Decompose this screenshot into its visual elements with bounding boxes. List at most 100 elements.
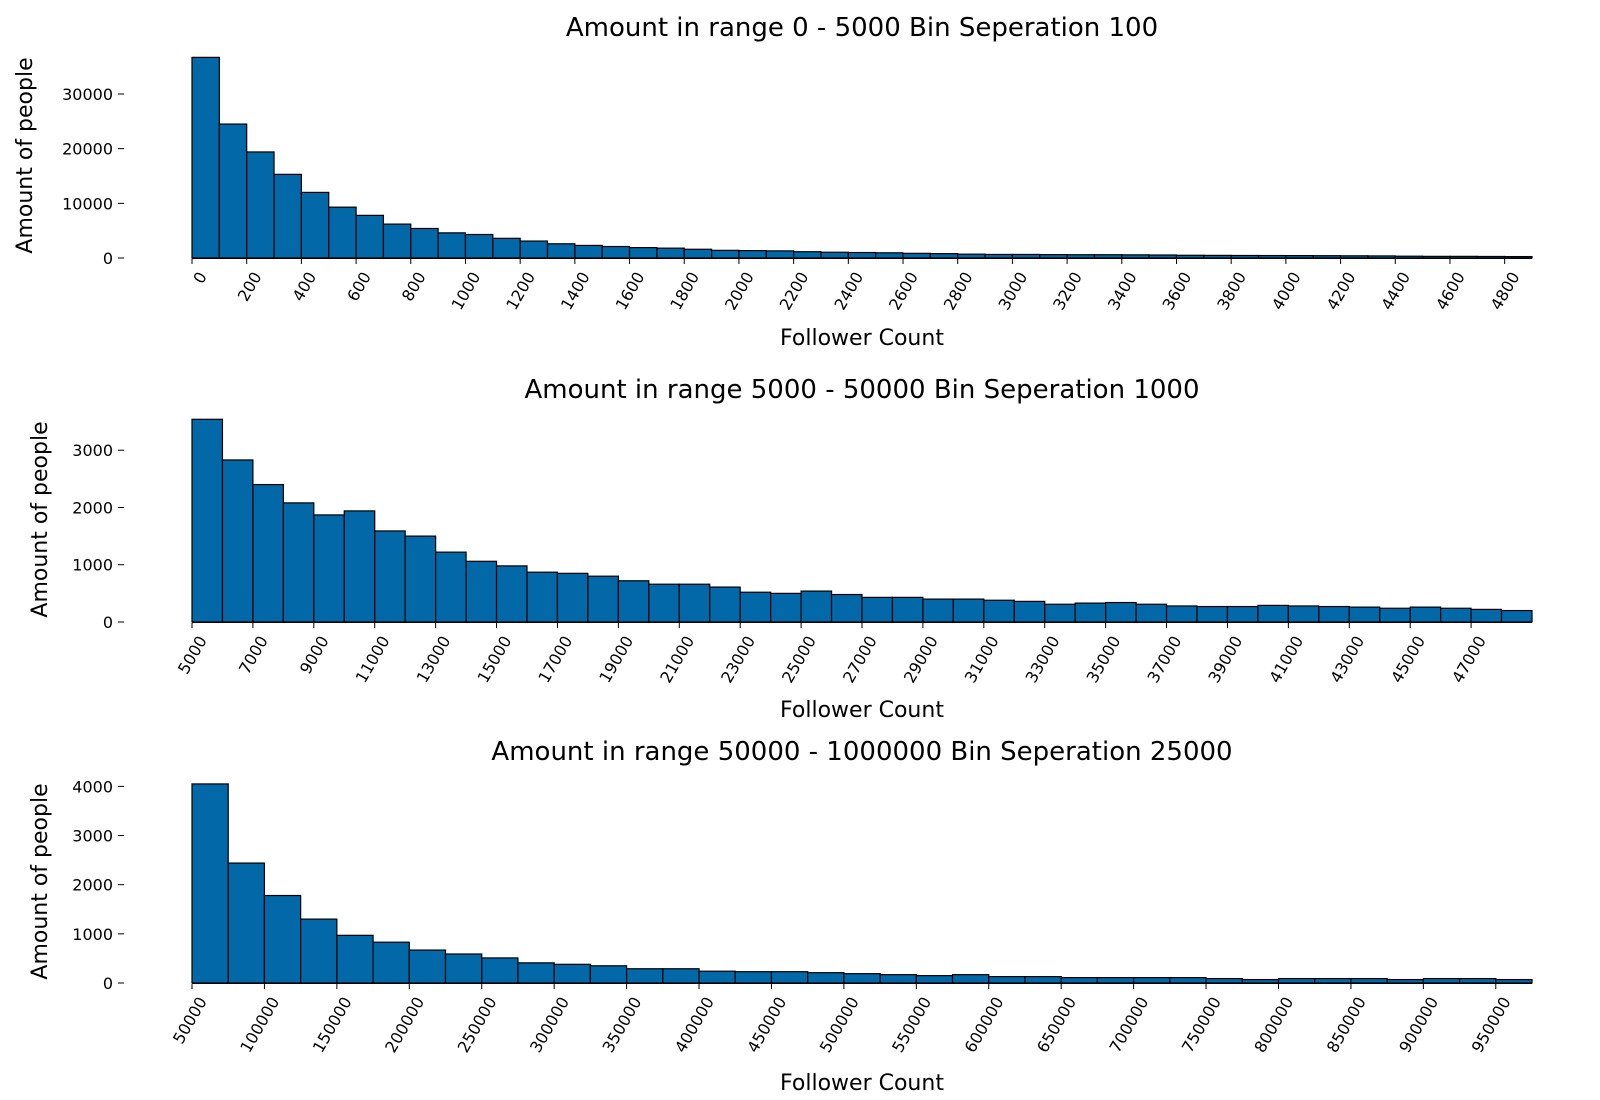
x-tick-label: 2000: [721, 269, 758, 314]
histogram-bar: [263, 894, 302, 984]
histogram-bar: [1470, 608, 1503, 623]
y-tick-label: 1000: [72, 925, 113, 944]
histogram-bar: [1257, 604, 1289, 623]
x-tick-label: 23000: [717, 633, 759, 687]
histogram-bar: [437, 232, 467, 259]
histogram-bar: [1350, 977, 1388, 984]
histogram-bar: [410, 227, 439, 259]
histogram-bar: [1348, 606, 1381, 623]
histogram-bar: [553, 963, 591, 984]
histogram-bar: [444, 953, 483, 984]
x-tick-label: 41000: [1265, 633, 1307, 687]
histogram-bar: [843, 973, 881, 984]
histogram-bar: [698, 970, 736, 984]
histogram-bar: [1409, 606, 1442, 623]
x-tick-label: 800000: [1250, 994, 1297, 1056]
x-tick-label: 650000: [1033, 994, 1080, 1056]
x-tick-label: 800: [398, 269, 430, 305]
histogram-bar: [807, 972, 845, 984]
x-tick-label: 200: [234, 269, 266, 305]
histogram-bar: [800, 590, 833, 623]
x-tick-label: 300000: [526, 994, 573, 1056]
histogram-bar: [988, 976, 1026, 984]
histogram-bar: [1314, 977, 1352, 984]
histogram-bar: [1318, 605, 1350, 623]
x-tick-label: 350000: [598, 994, 645, 1056]
histogram-bar: [1060, 976, 1099, 984]
x-tick-label: 13000: [413, 633, 455, 687]
histogram-bar: [382, 223, 412, 259]
histogram-bar: [628, 247, 658, 259]
histogram-bar: [300, 918, 338, 984]
y-tick-label: 2000: [72, 876, 113, 895]
histogram-bar: [1105, 601, 1137, 623]
histogram-bar: [879, 974, 917, 984]
histogram-bar: [1504, 255, 1533, 259]
x-tick-label: 4800: [1487, 269, 1524, 314]
histogram-bar: [227, 862, 266, 984]
histogram-bar: [218, 123, 248, 259]
histogram-bar: [465, 560, 498, 623]
histogram-bar: [1165, 605, 1198, 623]
chart-panel-2: Amount in range 5000 - 50000 Bin Seperat…: [28, 375, 1533, 723]
x-axis-label: Follower Count: [780, 698, 944, 723]
y-tick-label: 0: [103, 613, 113, 632]
x-tick-label: 31000: [961, 632, 1003, 686]
y-tick-label: 20000: [62, 140, 113, 159]
histogram-bar: [519, 240, 549, 259]
histogram-bar: [957, 253, 986, 259]
chart-panel-3: Amount in range 50000 - 1000000 Bin Sepe…: [28, 737, 1533, 1096]
x-axis-label: Follower Count: [780, 1071, 944, 1096]
x-tick-label: 21000: [656, 633, 698, 687]
y-tick-label: 3000: [72, 827, 113, 846]
x-tick-label: 27000: [839, 633, 881, 687]
histogram-bar: [902, 252, 931, 259]
x-tick-label: 850000: [1323, 994, 1370, 1056]
histogram-bar: [1476, 255, 1506, 259]
histogram-bar: [1096, 976, 1135, 984]
chart-panel-1: Amount in range 0 - 5000 Bin Seperation …: [13, 13, 1533, 351]
y-axis-label: Amount of people: [28, 783, 53, 979]
histogram-bar: [891, 596, 924, 623]
histogram-bar: [1495, 978, 1533, 984]
histogram-bar: [246, 151, 275, 259]
histogram-bar: [617, 580, 650, 623]
x-tick-label: 1800: [666, 269, 703, 314]
histogram-bar: [374, 530, 406, 623]
histogram-bar: [435, 551, 467, 623]
histogram-bar: [1230, 254, 1260, 259]
x-tick-label: 1200: [502, 269, 539, 314]
histogram-bar: [1169, 976, 1207, 984]
y-tick-label: 30000: [62, 85, 113, 104]
x-tick-label: 9000: [296, 633, 333, 678]
histogram-bar: [589, 965, 628, 984]
histogram-bar: [336, 934, 374, 984]
histogram-bar: [820, 251, 849, 259]
x-tick-label: 3600: [1159, 269, 1196, 314]
x-tick-label: 45000: [1387, 633, 1429, 687]
x-tick-label: 900000: [1395, 994, 1442, 1056]
histogram-bar: [1285, 254, 1314, 259]
x-tick-label: 11000: [352, 633, 394, 687]
x-tick-label: 50000: [169, 994, 211, 1048]
histogram-bar: [1312, 255, 1342, 259]
x-tick-label: 35000: [1083, 633, 1125, 687]
x-axis-label: Follower Count: [780, 326, 944, 351]
histogram-bar: [1367, 255, 1396, 259]
x-tick-label: 3400: [1104, 269, 1141, 314]
x-tick-label: 2800: [940, 269, 977, 314]
histogram-bar: [1241, 978, 1280, 984]
y-axis-label: Amount of people: [13, 57, 38, 253]
histogram-bar: [770, 592, 802, 623]
histogram-bar: [495, 565, 528, 623]
histogram-bar: [793, 251, 822, 259]
histogram-bar: [1440, 607, 1472, 623]
histogram-bar: [952, 598, 985, 623]
histogram-bar: [355, 214, 385, 259]
x-tick-label: 17000: [534, 633, 576, 687]
x-tick-label: 600000: [961, 994, 1008, 1056]
histogram-bar: [372, 941, 410, 984]
histogram-bar: [861, 596, 894, 623]
histogram-bar: [1458, 977, 1497, 984]
